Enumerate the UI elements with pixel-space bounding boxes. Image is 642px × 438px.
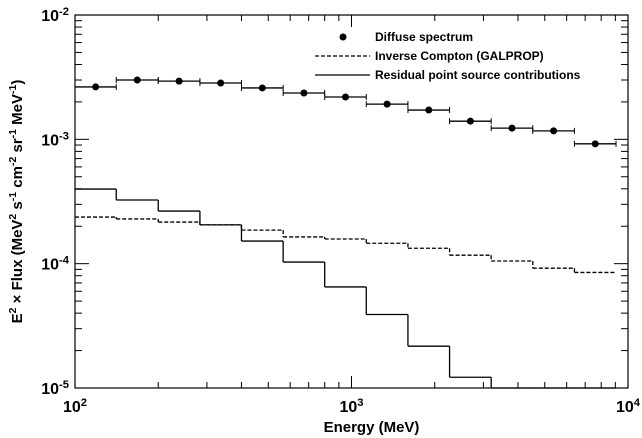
x-axis-label: Energy (MeV): [324, 419, 420, 436]
legend-label: Diffuse spectrum: [375, 30, 473, 44]
data-point: [591, 140, 599, 148]
data-point: [425, 106, 433, 114]
x-tick-label: 103: [339, 397, 363, 416]
data-point: [92, 83, 100, 91]
data-point: [466, 117, 474, 125]
y-tick-label: 10-5: [41, 379, 69, 398]
legend-label: Inverse Compton (GALPROP): [375, 49, 544, 63]
data-point: [550, 127, 558, 135]
y-tick-label: 10-4: [41, 255, 70, 274]
data-point: [175, 77, 183, 85]
data-point: [383, 100, 391, 108]
data-point: [133, 76, 141, 84]
y-tick-label: 10-3: [41, 130, 69, 149]
x-tick-label: 102: [63, 397, 87, 416]
data-point: [300, 89, 308, 97]
data-point: [217, 79, 225, 87]
data-point: [258, 84, 266, 92]
series: [74, 76, 617, 148]
y-axis-label: E2 × Flux (MeV2 s-1 cm-2 sr-1 MeV-1): [7, 80, 26, 324]
legend-marker: [339, 33, 347, 41]
legend-label: Residual point source contributions: [375, 68, 581, 82]
y-tick-label: 10-2: [41, 6, 69, 25]
x-tick-label: 104: [616, 397, 641, 416]
legend: Diffuse spectrum Inverse Compton (GALPROP…: [315, 30, 581, 82]
data-point: [341, 93, 349, 101]
data-point: [508, 124, 516, 132]
series: [75, 188, 617, 389]
